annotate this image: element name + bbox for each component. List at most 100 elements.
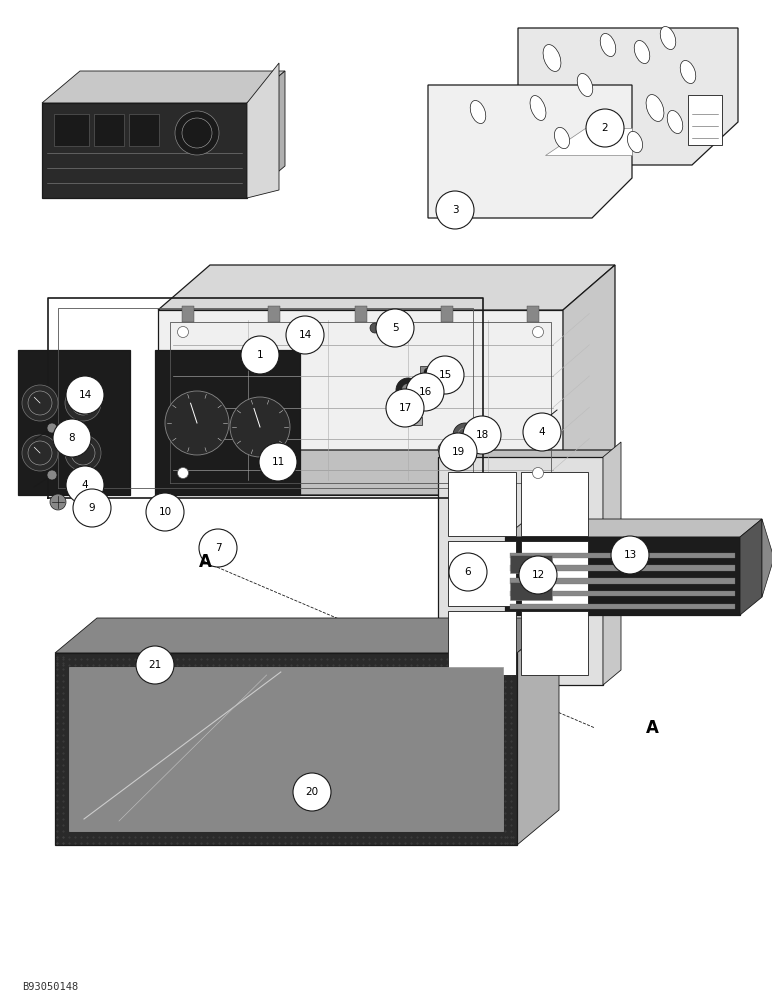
Circle shape	[165, 391, 229, 455]
Ellipse shape	[660, 26, 676, 50]
Circle shape	[53, 419, 91, 457]
Circle shape	[175, 111, 219, 155]
Polygon shape	[354, 306, 367, 322]
Text: 19: 19	[452, 447, 465, 457]
Polygon shape	[247, 63, 279, 198]
Circle shape	[449, 553, 487, 591]
Text: 10: 10	[158, 507, 171, 517]
Polygon shape	[441, 306, 452, 322]
Circle shape	[178, 326, 188, 337]
Polygon shape	[94, 114, 124, 146]
Polygon shape	[440, 445, 460, 453]
Circle shape	[439, 433, 477, 471]
Polygon shape	[69, 667, 503, 831]
Circle shape	[136, 646, 174, 684]
Circle shape	[386, 389, 424, 427]
Polygon shape	[520, 472, 588, 536]
Polygon shape	[517, 618, 559, 845]
Polygon shape	[398, 417, 422, 425]
Polygon shape	[158, 265, 615, 310]
Polygon shape	[129, 114, 159, 146]
Text: 3: 3	[452, 205, 459, 215]
Polygon shape	[448, 472, 516, 536]
Polygon shape	[603, 442, 621, 685]
Ellipse shape	[667, 110, 682, 134]
Text: 4: 4	[82, 480, 88, 490]
Text: 17: 17	[398, 403, 411, 413]
Circle shape	[406, 373, 444, 411]
Polygon shape	[388, 402, 412, 410]
Circle shape	[611, 536, 649, 574]
Polygon shape	[247, 71, 285, 198]
Text: 15: 15	[438, 370, 452, 380]
Ellipse shape	[635, 40, 650, 64]
Polygon shape	[520, 541, 588, 606]
Text: 2: 2	[601, 123, 608, 133]
Polygon shape	[55, 653, 517, 845]
Text: 8: 8	[69, 433, 76, 443]
Polygon shape	[527, 306, 539, 322]
Polygon shape	[42, 103, 247, 198]
Circle shape	[66, 466, 104, 504]
Polygon shape	[55, 618, 559, 653]
Polygon shape	[158, 450, 615, 495]
Circle shape	[66, 376, 104, 414]
Circle shape	[178, 468, 188, 479]
Polygon shape	[762, 519, 772, 597]
Polygon shape	[520, 611, 588, 675]
Text: A: A	[645, 719, 659, 737]
Polygon shape	[268, 306, 280, 322]
Polygon shape	[428, 85, 632, 218]
Circle shape	[65, 385, 101, 421]
Text: 14: 14	[298, 330, 312, 340]
Circle shape	[396, 378, 420, 402]
Text: 1: 1	[256, 350, 263, 360]
Circle shape	[533, 326, 543, 337]
Circle shape	[586, 109, 624, 147]
Circle shape	[523, 413, 561, 451]
Circle shape	[533, 468, 543, 479]
Polygon shape	[510, 555, 552, 573]
Polygon shape	[438, 457, 603, 685]
Circle shape	[50, 494, 66, 510]
Circle shape	[90, 490, 106, 506]
Polygon shape	[545, 128, 632, 155]
Circle shape	[47, 470, 57, 480]
Circle shape	[463, 416, 501, 454]
Text: 7: 7	[215, 543, 222, 553]
Circle shape	[438, 443, 450, 455]
Circle shape	[426, 356, 464, 394]
Circle shape	[146, 493, 184, 531]
Polygon shape	[510, 553, 735, 558]
Circle shape	[22, 385, 58, 421]
Ellipse shape	[530, 96, 546, 120]
Ellipse shape	[680, 60, 696, 84]
Text: 20: 20	[306, 787, 319, 797]
Text: 18: 18	[476, 430, 489, 440]
Polygon shape	[448, 611, 516, 675]
Circle shape	[530, 423, 540, 433]
Text: 21: 21	[148, 660, 161, 670]
Circle shape	[47, 423, 57, 433]
Circle shape	[402, 384, 414, 396]
Circle shape	[259, 443, 297, 481]
Polygon shape	[505, 519, 762, 537]
Polygon shape	[510, 565, 735, 571]
Text: 13: 13	[623, 550, 637, 560]
Text: 9: 9	[89, 503, 95, 513]
Polygon shape	[518, 28, 738, 165]
Text: 14: 14	[79, 390, 92, 400]
Ellipse shape	[543, 45, 561, 71]
Ellipse shape	[601, 33, 616, 57]
Text: 11: 11	[272, 457, 285, 467]
Polygon shape	[182, 306, 194, 322]
Ellipse shape	[628, 131, 642, 153]
Ellipse shape	[646, 95, 664, 121]
Polygon shape	[158, 310, 563, 495]
Polygon shape	[505, 537, 740, 615]
Circle shape	[424, 368, 432, 376]
Circle shape	[241, 336, 279, 374]
Text: A: A	[198, 553, 212, 571]
Circle shape	[73, 489, 111, 527]
Ellipse shape	[577, 73, 593, 97]
